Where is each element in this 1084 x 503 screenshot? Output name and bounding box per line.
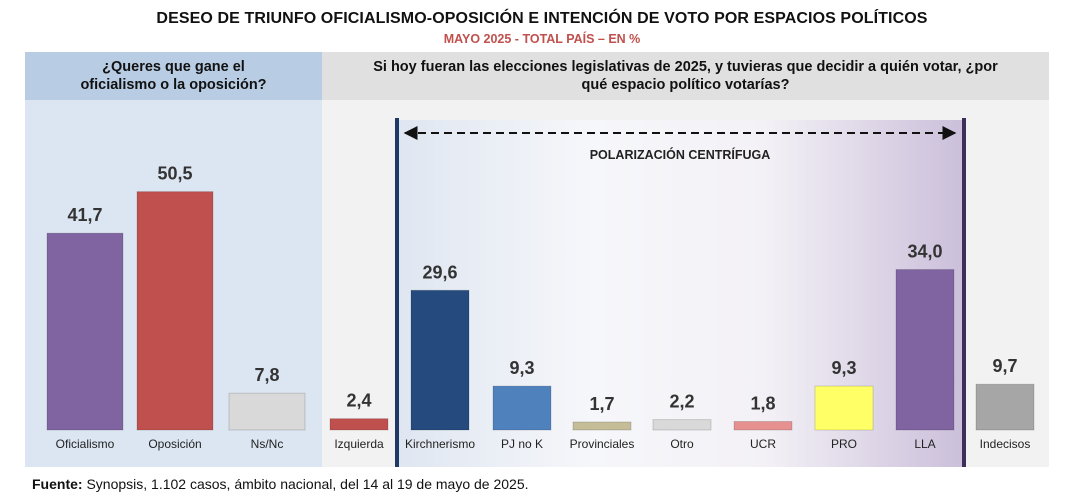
value-label: 34,0 <box>907 242 942 262</box>
value-label: 41,7 <box>67 205 102 225</box>
category-label: PJ no K <box>501 437 543 451</box>
bar-ucr <box>733 421 793 431</box>
category-label: Ns/Nc <box>251 437 284 451</box>
value-label: 2,4 <box>346 391 371 411</box>
left-chart-bars: 41,7 Oficialismo 50,5 Oposición 7,8 Ns/Nc <box>46 164 306 451</box>
category-label: UCR <box>750 437 776 451</box>
bar-pj-no-k <box>492 385 552 431</box>
bar-oficialismo <box>46 232 124 431</box>
bar-kirchnerismo <box>410 289 470 431</box>
value-label: 9,3 <box>831 358 856 378</box>
value-label: 9,3 <box>509 358 534 378</box>
bar-izquierda <box>329 418 389 431</box>
right-chart-bars: 2,4 Izquierda 29,6 Kirchnerismo 9,3 PJ no K 1,… <box>329 242 1035 451</box>
value-label: 7,8 <box>254 365 279 385</box>
value-label: 1,7 <box>589 394 614 414</box>
category-label: Oficialismo <box>56 437 115 451</box>
polarization-right-line <box>962 118 966 467</box>
category-label: Provinciales <box>570 437 635 451</box>
right-panel-header: Si hoy fueran las elecciones legislativa… <box>322 52 1049 100</box>
value-label: 2,2 <box>669 392 694 412</box>
category-label: Izquierda <box>334 437 384 451</box>
category-label: PRO <box>831 437 857 451</box>
polarization-left-line <box>395 118 399 467</box>
right-question: Si hoy fueran las elecciones legislativa… <box>373 59 998 93</box>
value-label: 50,5 <box>157 164 192 184</box>
left-panel-header: ¿Queres que gane el oficialismo o la opo… <box>25 52 322 100</box>
bar-lla <box>895 269 955 431</box>
bar-provinciales <box>572 421 632 431</box>
source-text: Synopsis, 1.102 casos, ámbito nacional, … <box>82 476 529 492</box>
source-label: Fuente: <box>32 476 83 492</box>
left-question: ¿Queres que gane el oficialismo o la opo… <box>80 59 267 93</box>
chart-title: DESEO DE TRIUNFO OFICIALISMO-OPOSICIÓN E… <box>156 10 928 27</box>
bar-pro <box>814 385 874 431</box>
bar-indecisos <box>975 383 1035 431</box>
category-label: LLA <box>914 437 935 451</box>
value-label: 1,8 <box>750 394 775 414</box>
source-note: Fuente: Synopsis, 1.102 casos, ámbito na… <box>32 476 529 492</box>
bar-otro <box>652 419 712 431</box>
value-label: 9,7 <box>992 356 1017 376</box>
chart-subtitle: MAYO 2025 - TOTAL PAÍS – EN % <box>443 32 641 46</box>
bar-oposici-n <box>136 191 214 431</box>
category-label: Indecisos <box>980 437 1031 451</box>
category-label: Kirchnerismo <box>405 437 475 451</box>
value-label: 29,6 <box>422 262 457 282</box>
polarization-label: POLARIZACIÓN CENTRÍFUGA <box>589 148 771 162</box>
category-label: Oposición <box>148 437 201 451</box>
category-label: Otro <box>670 437 694 451</box>
bar-ns-nc <box>228 392 306 431</box>
